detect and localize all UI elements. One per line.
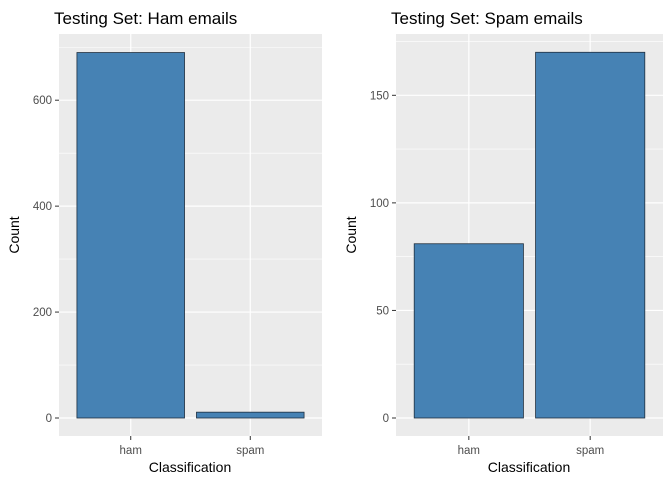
x-tick-label: ham [120,445,142,457]
ham-emails-chart: Testing Set: Ham emails 0 200 400 600 ham sp… [6,9,322,475]
chart-title: Testing Set: Spam emails [391,9,583,28]
y-tick-label: 150 [370,90,389,102]
y-tick-label: 100 [370,198,389,210]
y-tick-label: 600 [33,95,52,107]
bars [76,52,305,419]
y-tick-label: 0 [46,413,52,425]
bar-ham [76,52,185,419]
x-axis-title: Classification [149,459,231,475]
y-ticks: 0 200 400 600 [33,95,59,425]
y-tick-label: 400 [33,201,52,213]
y-axis-title: Count [6,216,22,253]
y-tick-label: 200 [33,307,52,319]
bar-spam [535,51,646,419]
spam-emails-chart: Testing Set: Spam emails 0 50 100 150 ham sp… [343,9,663,475]
x-ticks: ham spam [458,436,604,457]
x-tick-label: spam [576,445,604,457]
y-tick-label: 0 [383,413,389,425]
x-axis-title: Classification [488,459,570,475]
x-tick-label: spam [236,445,264,457]
y-axis-title: Count [343,216,359,253]
bars [413,51,646,419]
x-tick-label: ham [458,445,480,457]
chart-title: Testing Set: Ham emails [54,9,237,28]
x-ticks: ham spam [120,436,264,457]
bar-spam [196,411,305,419]
y-ticks: 0 50 100 150 [370,90,396,425]
y-tick-label: 50 [376,305,389,317]
bar-ham [413,243,524,419]
